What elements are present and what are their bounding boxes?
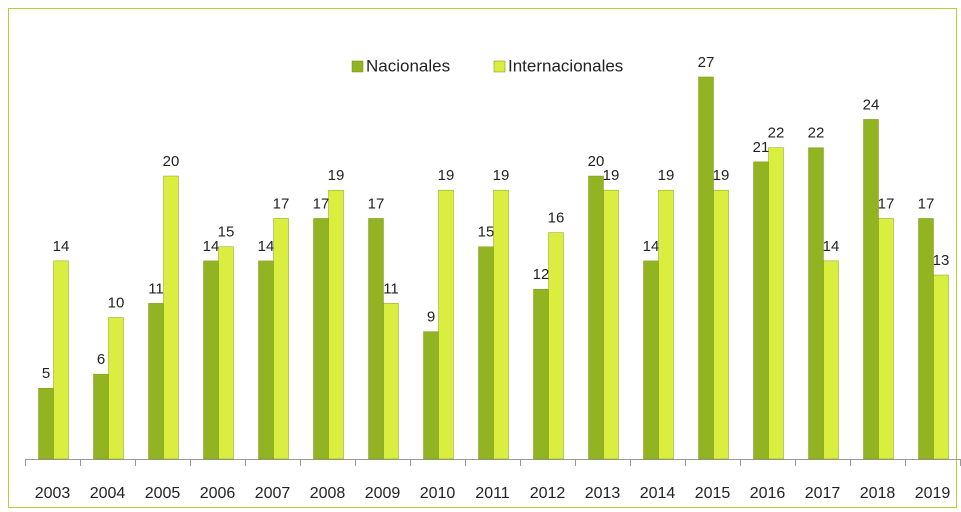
data-label: 15 — [218, 224, 235, 241]
bar — [713, 189, 729, 460]
x-tick-label: 2006 — [200, 485, 236, 502]
bar — [808, 147, 824, 460]
x-tick-label: 2015 — [695, 485, 731, 502]
bar — [643, 260, 659, 460]
data-label: 17 — [368, 195, 385, 212]
data-label: 17 — [273, 195, 290, 212]
x-tick-label: 2016 — [750, 485, 786, 502]
data-label: 10 — [108, 294, 125, 311]
bar — [328, 189, 344, 460]
bar — [423, 331, 439, 460]
data-label: 27 — [698, 54, 715, 71]
bar — [533, 289, 549, 460]
bar — [383, 303, 399, 460]
bar — [823, 260, 839, 460]
bar — [753, 161, 769, 460]
data-label: 5 — [42, 365, 50, 382]
bar — [493, 189, 509, 460]
data-label: 19 — [658, 167, 675, 184]
data-label: 17 — [878, 195, 895, 212]
bar — [53, 260, 69, 460]
data-label: 20 — [588, 153, 605, 170]
data-label: 14 — [258, 238, 275, 255]
data-label: 20 — [163, 153, 180, 170]
data-label: 14 — [643, 238, 660, 255]
data-label: 13 — [933, 252, 950, 269]
bar — [218, 246, 234, 460]
data-label: 14 — [203, 238, 220, 255]
legend-label: Internacionales — [508, 56, 623, 75]
bar — [603, 189, 619, 460]
data-label: 11 — [383, 280, 399, 297]
data-label: 14 — [53, 238, 70, 255]
data-label: 15 — [478, 224, 495, 241]
data-label: 14 — [823, 238, 840, 255]
x-tick-label: 2003 — [35, 485, 71, 502]
bar — [933, 274, 949, 460]
bar — [698, 76, 714, 460]
legend-label: Nacionales — [366, 56, 450, 75]
x-tick-label: 2013 — [585, 485, 621, 502]
data-label: 12 — [533, 266, 550, 283]
bar — [548, 232, 564, 460]
data-label: 9 — [427, 309, 435, 326]
bar — [273, 218, 289, 460]
bar — [768, 147, 784, 460]
bar — [863, 119, 879, 460]
x-tick-label: 2005 — [145, 485, 181, 502]
data-label: 16 — [548, 210, 565, 227]
bar — [93, 373, 109, 460]
bar — [163, 175, 179, 460]
x-tick-label: 2007 — [255, 485, 291, 502]
data-label: 19 — [438, 167, 455, 184]
x-tick-label: 2010 — [420, 485, 456, 502]
data-label: 6 — [97, 351, 105, 368]
data-label: 19 — [713, 167, 730, 184]
legend-swatch — [351, 60, 364, 73]
x-tick-label: 2004 — [90, 485, 126, 502]
data-label: 21 — [753, 139, 770, 156]
data-label: 24 — [863, 96, 880, 113]
x-tick-label: 2012 — [530, 485, 566, 502]
x-tick-label: 2019 — [915, 485, 951, 502]
bar — [203, 260, 219, 460]
bar — [918, 218, 934, 460]
data-label: 19 — [603, 167, 620, 184]
bar — [588, 175, 604, 460]
data-label: 17 — [313, 195, 330, 212]
x-tick-label: 2008 — [310, 485, 346, 502]
data-label: 19 — [328, 167, 345, 184]
data-label: 19 — [493, 167, 510, 184]
x-tick-label: 2009 — [365, 485, 401, 502]
x-tick-label: 2017 — [805, 485, 841, 502]
data-label: 11 — [148, 280, 164, 297]
bar — [478, 246, 494, 460]
bar — [108, 317, 124, 460]
bar — [38, 388, 54, 460]
bar — [148, 303, 164, 460]
bar — [658, 189, 674, 460]
data-label: 22 — [808, 125, 825, 142]
bar — [878, 218, 894, 460]
data-label: 17 — [918, 195, 935, 212]
x-tick-label: 2011 — [475, 485, 510, 502]
bar — [438, 189, 454, 460]
bar — [368, 218, 384, 460]
x-tick-label: 2014 — [640, 485, 676, 502]
data-label: 22 — [768, 125, 785, 142]
x-tick-label: 2018 — [860, 485, 896, 502]
bar — [313, 218, 329, 460]
legend-swatch — [493, 60, 506, 73]
bar — [258, 260, 274, 460]
